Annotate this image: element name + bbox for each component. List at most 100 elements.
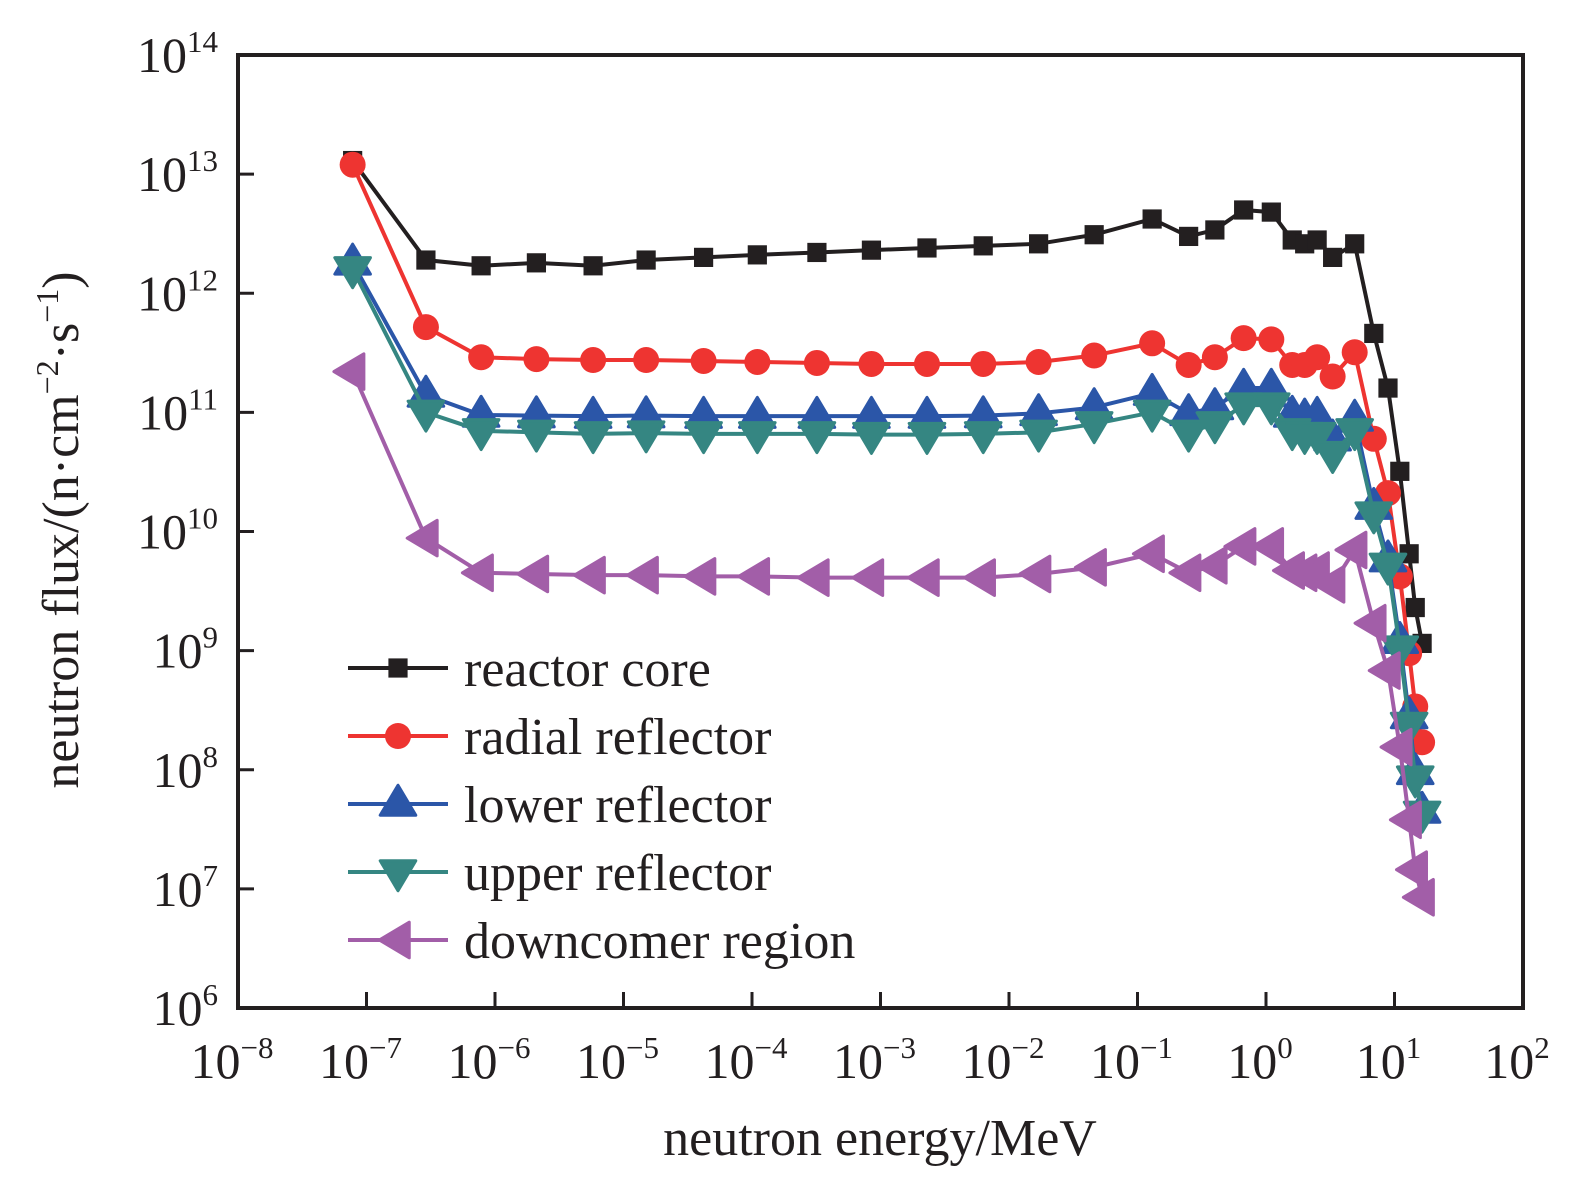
x-tick-label: 10−7 <box>319 1030 402 1089</box>
data-point <box>1261 202 1281 222</box>
legend-marker <box>378 783 418 817</box>
data-point <box>1019 419 1058 453</box>
data-point <box>963 421 1003 455</box>
data-point <box>405 518 439 558</box>
data-point <box>1084 225 1104 245</box>
data-point <box>1194 546 1228 585</box>
series-layer <box>332 150 1442 917</box>
data-point <box>1252 392 1291 426</box>
data-point <box>1364 323 1384 344</box>
data-point <box>1131 534 1165 574</box>
data-point <box>332 352 366 391</box>
legend-item: lower reflector <box>348 777 771 834</box>
x-tick-label: 10−5 <box>576 1030 659 1089</box>
data-point <box>461 418 501 452</box>
legend-marker <box>385 723 411 749</box>
legend-label: downcomer region <box>464 913 855 970</box>
data-point <box>1389 711 1429 745</box>
y-tick-label: 108 <box>153 739 219 798</box>
data-point <box>1395 765 1435 799</box>
legend-marker <box>378 859 418 893</box>
data-point <box>796 558 830 597</box>
legend-label: upper reflector <box>464 845 771 902</box>
y-axis-ticks: 106 107 108 109 1010 1011 1012 1013 1014 <box>137 24 254 1036</box>
data-point <box>573 421 613 455</box>
data-point <box>917 238 937 258</box>
x-axis-ticks: 10−8 10−7 10−6 10−5 10−4 10−3 10−2 10−1 100 101 10… <box>191 992 1550 1089</box>
data-point <box>858 350 885 377</box>
data-point <box>1230 325 1257 352</box>
y-tick-label: 1013 <box>137 143 218 202</box>
data-point <box>1313 440 1352 474</box>
data-point <box>1367 651 1401 690</box>
x-tick-label: 100 <box>1227 1030 1293 1089</box>
series-upper-reflector <box>333 256 1442 834</box>
y-tick-label: 106 <box>153 977 219 1036</box>
data-point <box>1334 530 1368 570</box>
data-point <box>1368 552 1408 586</box>
legend: reactor core radial reflector lower reflec… <box>348 641 855 970</box>
data-point <box>1139 330 1166 357</box>
series-downcomer-region <box>332 352 1435 917</box>
legend-item: reactor core <box>348 641 711 698</box>
data-point <box>1224 392 1263 426</box>
data-point <box>1223 527 1257 566</box>
y-tick-label: 107 <box>153 858 219 917</box>
data-point <box>625 555 659 595</box>
x-axis-title: neutron energy/MeV <box>663 1110 1097 1167</box>
data-point <box>803 349 830 376</box>
data-point <box>1073 548 1107 587</box>
data-point <box>861 240 882 260</box>
x-tick-label: 10−6 <box>448 1030 531 1089</box>
data-point <box>633 347 660 374</box>
data-point <box>1297 421 1337 455</box>
data-point <box>973 236 993 256</box>
data-point <box>738 421 777 455</box>
y-tick-label: 1014 <box>137 24 219 83</box>
data-point <box>516 554 550 594</box>
legend-label: reactor core <box>464 641 711 698</box>
y-axis-title: neutron flux/(n·cm−2·s−1) <box>29 271 90 788</box>
data-point <box>683 557 717 596</box>
legend-marker <box>388 658 408 678</box>
legend-label: lower reflector <box>464 777 771 834</box>
data-point <box>333 256 372 290</box>
x-tick-label: 101 <box>1356 1030 1422 1089</box>
data-point <box>1168 553 1202 593</box>
data-point <box>913 350 940 377</box>
data-point <box>1378 378 1398 398</box>
data-point <box>517 419 556 453</box>
data-point <box>1169 419 1208 453</box>
data-point <box>1142 209 1162 229</box>
data-point <box>684 421 723 455</box>
y-tick-label: 1012 <box>137 262 218 321</box>
data-point <box>339 151 366 178</box>
data-point <box>970 350 997 377</box>
data-point <box>1251 527 1285 566</box>
legend-label: radial reflector <box>464 709 771 766</box>
data-point <box>1319 363 1346 390</box>
data-point <box>962 558 996 597</box>
data-point <box>460 553 494 593</box>
data-point <box>797 421 837 455</box>
data-point <box>1307 230 1327 250</box>
data-point <box>693 247 714 267</box>
y-axis-title-exp2: −1 <box>29 289 65 323</box>
data-point <box>1195 411 1235 445</box>
y-axis-title-exp1: −2 <box>29 360 65 394</box>
legend-marker <box>377 920 411 960</box>
x-tick-label: 10−1 <box>1090 1030 1173 1089</box>
data-point <box>851 558 885 597</box>
legend-item: downcomer region <box>348 913 855 970</box>
data-point <box>416 250 436 270</box>
data-point <box>747 245 767 265</box>
data-point <box>1390 461 1410 481</box>
data-point <box>572 555 606 595</box>
data-point <box>1234 200 1254 220</box>
y-tick-label: 1011 <box>138 381 218 440</box>
data-point <box>737 557 771 596</box>
data-point <box>1323 247 1343 267</box>
data-point <box>1405 597 1425 618</box>
legend-item: upper reflector <box>348 845 771 902</box>
